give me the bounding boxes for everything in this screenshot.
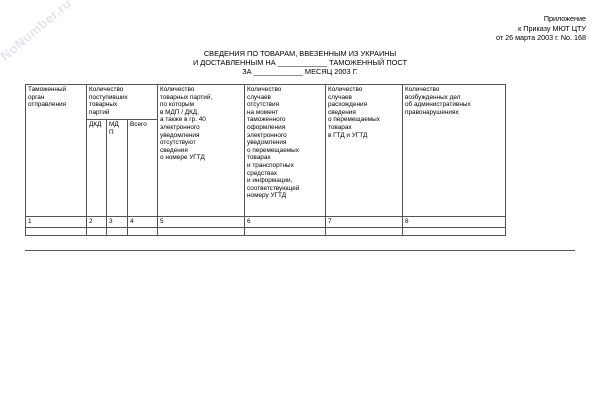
empty-cell	[244, 226, 326, 236]
appendix-line: Приложение	[543, 14, 586, 23]
appendix-line: от 26 марта 2003 г. No. 168	[496, 33, 586, 42]
col-number: 1	[25, 216, 87, 228]
header-dkd: ДКД	[86, 119, 107, 217]
col-number: 5	[157, 216, 245, 228]
appendix-note: Приложение к Приказу МЮТ ЦТУ от 26 марта…	[496, 14, 586, 43]
col-number: 8	[402, 216, 506, 228]
watermark: NoNumber.ru	[0, 0, 75, 64]
title-line: СВЕДЕНИЯ ПО ТОВАРАМ, ВВЕЗЕННЫМ ИЗ УКРАИН…	[203, 49, 397, 58]
col-number: 7	[325, 216, 403, 228]
title-line: И ДОСТАВЛЕННЫМ НА ____________ ТАМОЖЕННЫ…	[192, 58, 408, 67]
number-row: 1 2 3 4 5 6 7 8	[25, 216, 506, 228]
document-title: СВЕДЕНИЯ ПО ТОВАРАМ, ВВЕЗЕННЫМ ИЗ УКРАИН…	[170, 49, 430, 76]
header-c1: Таможенный орган отправления	[25, 84, 87, 217]
header-mdp: МД П	[106, 119, 128, 217]
col-number: 2	[86, 216, 107, 228]
header-c8: Количество возбужденных дел об администр…	[402, 84, 506, 217]
empty-row	[25, 226, 506, 236]
title-line: ЗА ____________ МЕСЯЦ 2003 Г.	[242, 67, 358, 76]
appendix-line: к Приказу МЮТ ЦТУ	[518, 23, 586, 33]
empty-cell	[325, 226, 403, 236]
empty-cell	[25, 226, 87, 236]
empty-cell	[402, 226, 506, 236]
empty-cell	[86, 226, 107, 236]
data-table: Таможенный орган отправления Количество …	[25, 84, 506, 236]
col-number: 6	[244, 216, 326, 228]
header-c5: Количество товарных партий, по которым в…	[157, 84, 245, 217]
header-c6: Количество случаев отсутствия на момент …	[244, 84, 326, 217]
divider-line	[25, 250, 575, 251]
header-c7: Количество случаев расхождения сведения …	[325, 84, 403, 217]
empty-cell	[127, 226, 158, 236]
empty-cell	[157, 226, 245, 236]
empty-cell	[106, 226, 128, 236]
header-total: Всего	[127, 119, 158, 217]
header-c2: Количество поступивших товарных партий	[86, 84, 158, 120]
col-number: 3	[106, 216, 128, 228]
col-number: 4	[127, 216, 158, 228]
